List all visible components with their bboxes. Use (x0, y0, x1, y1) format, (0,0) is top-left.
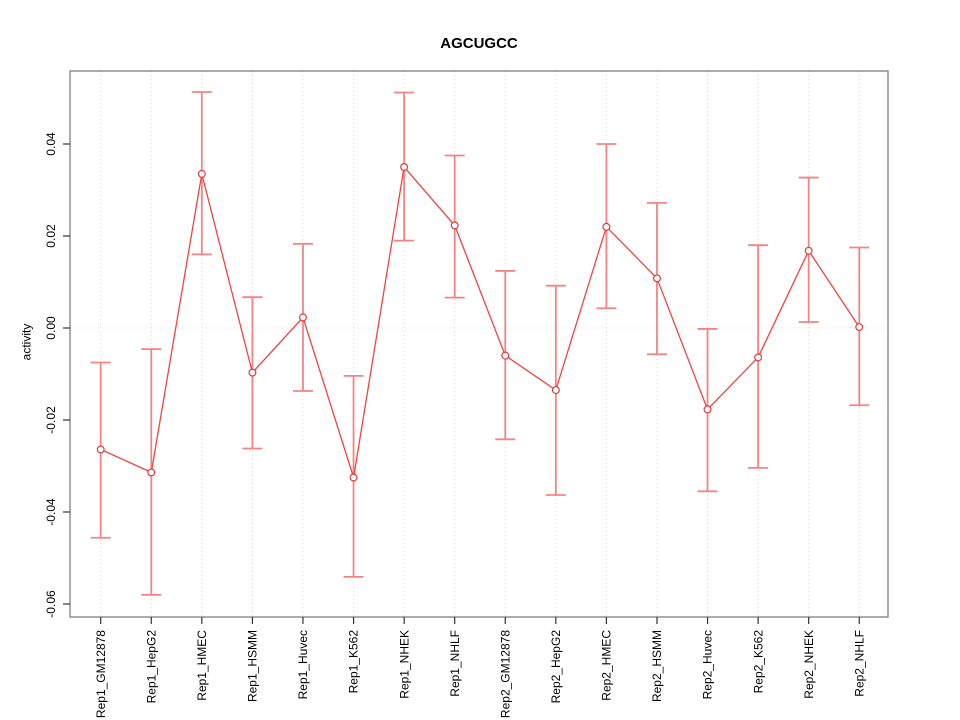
y-tick-label: -0.04 (44, 498, 58, 526)
data-point (147, 468, 156, 477)
x-tick-label: Rep2_HMEC (600, 630, 614, 701)
x-tick-label: Rep1_NHLF (448, 630, 462, 697)
data-point (450, 221, 459, 230)
x-tick-label: Rep2_HepG2 (549, 630, 563, 704)
data-point (652, 274, 661, 283)
data-point (248, 368, 257, 377)
data-point (349, 473, 358, 482)
data-point (703, 405, 712, 414)
y-tick-label: 0.02 (44, 224, 58, 248)
data-point (754, 353, 763, 362)
x-tick-label: Rep1_Huvec (296, 630, 310, 699)
chart-title: AGCUGCC (440, 35, 518, 52)
x-tick-label: Rep1_HepG2 (144, 630, 158, 704)
x-tick-label: Rep2_K562 (751, 630, 765, 694)
y-tick-label: -0.06 (44, 590, 58, 618)
data-point (197, 169, 206, 178)
x-tick-label: Rep1_HMEC (195, 630, 209, 701)
x-tick-label: Rep2_HSMM (650, 630, 664, 702)
x-tick-label: Rep2_NHLF (852, 630, 866, 697)
data-point (298, 313, 307, 322)
data-point (602, 222, 611, 231)
x-tick-label: Rep2_NHEK (802, 630, 816, 699)
x-tick-label: Rep1_K562 (347, 630, 361, 694)
data-point (96, 445, 105, 454)
y-tick-label: 0.00 (44, 316, 58, 340)
x-tick-label: Rep1_GM12878 (94, 630, 108, 718)
x-tick-label: Rep1_HSMM (246, 630, 260, 702)
series-line (100, 165, 860, 478)
x-tick-label: Rep2_GM12878 (498, 630, 512, 718)
x-tick-label: Rep2_Huvec (701, 630, 715, 699)
x-tick-label: Rep1_NHEK (397, 630, 411, 699)
plot-frame (69, 70, 889, 618)
data-point (855, 323, 864, 332)
data-point (804, 246, 813, 255)
data-point (501, 351, 510, 360)
data-point (551, 386, 560, 395)
y-tick-label: -0.02 (44, 406, 58, 434)
y-tick-label: 0.04 (44, 132, 58, 156)
data-point (400, 163, 409, 172)
